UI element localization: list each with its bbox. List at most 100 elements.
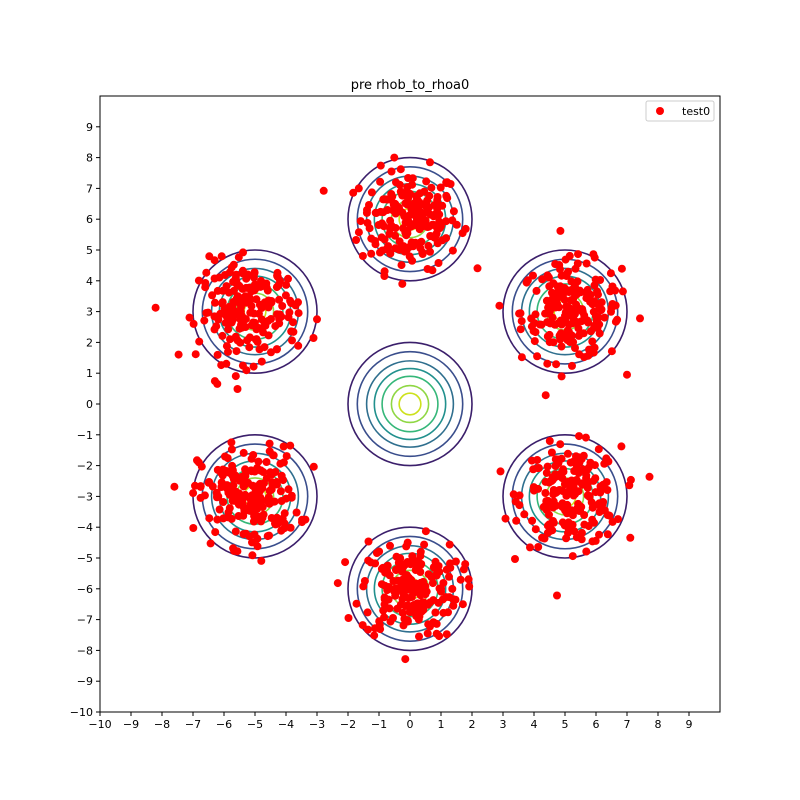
scatter-point <box>527 322 536 331</box>
scatter-point <box>372 209 381 217</box>
scatter-point <box>564 267 573 276</box>
scatter-point <box>589 348 598 357</box>
scatter-point <box>239 248 247 257</box>
scatter-point <box>580 511 589 519</box>
y-tick-label: 4 <box>86 275 93 288</box>
scatter-point <box>208 482 217 491</box>
scatter-point <box>185 313 194 322</box>
scatter-point <box>242 366 251 375</box>
scatter-point <box>225 504 234 513</box>
scatter-point <box>263 532 272 541</box>
scatter-point <box>403 616 412 625</box>
scatter-point <box>562 534 571 543</box>
scatter-point <box>410 588 419 597</box>
y-tick-label: −6 <box>77 583 93 596</box>
x-tick-label: 3 <box>500 718 507 731</box>
scatter-point <box>276 459 285 468</box>
scatter-point <box>229 286 238 295</box>
scatter-point <box>625 481 634 490</box>
scatter-point <box>556 335 565 344</box>
scatter-point <box>394 558 403 567</box>
scatter-point <box>284 313 293 322</box>
x-tick-label: 8 <box>655 718 662 731</box>
scatter-point <box>210 256 219 265</box>
scatter-point <box>517 317 526 326</box>
scatter-point <box>590 253 599 262</box>
scatter-point <box>461 224 470 233</box>
scatter-point <box>260 298 269 307</box>
scatter-point <box>379 222 388 231</box>
scatter-point <box>582 259 591 268</box>
scatter-point <box>394 564 403 573</box>
scatter-point <box>617 264 626 273</box>
y-tick-label: 3 <box>86 306 93 319</box>
scatter-point <box>239 503 248 512</box>
y-tick-label: −10 <box>70 706 93 719</box>
scatter-point <box>451 557 460 566</box>
contour-ring-4-1 <box>356 535 464 642</box>
scatter-point <box>235 489 244 498</box>
scatter-point <box>381 195 390 204</box>
scatter-point <box>309 462 318 471</box>
scatter-point <box>423 629 432 638</box>
scatter-point <box>570 288 578 297</box>
scatter-point <box>420 187 429 196</box>
y-tick-label: 9 <box>86 121 93 134</box>
scatter-point <box>379 606 388 615</box>
scatter-point <box>294 341 303 350</box>
scatter-point <box>442 630 451 639</box>
scatter-point <box>218 331 227 340</box>
scatter-point <box>272 283 281 292</box>
scatter-point <box>512 516 521 525</box>
y-tick-label: 6 <box>86 213 93 226</box>
legend-marker <box>656 107 664 115</box>
y-tick-label: 7 <box>86 182 93 195</box>
contour-ring-0-5 <box>390 384 430 424</box>
scatter-point <box>595 302 604 311</box>
scatter-point <box>367 188 376 197</box>
scatter-point <box>212 322 221 331</box>
scatter-point <box>434 259 443 267</box>
scatter-point <box>600 459 609 468</box>
scatter-point <box>370 631 379 640</box>
scatter-point <box>548 301 557 310</box>
scatter-point <box>568 487 577 495</box>
scatter-point <box>541 391 550 400</box>
scatter-point <box>436 183 445 192</box>
scatter-point <box>568 552 577 561</box>
scatter-point <box>228 316 237 324</box>
scatter-point <box>251 498 259 507</box>
scatter-point <box>408 552 417 561</box>
y-tick-label: −1 <box>77 429 93 442</box>
scatter-point <box>313 315 321 324</box>
scatter-point <box>229 260 238 269</box>
scatter-point <box>213 379 222 388</box>
scatter-point <box>424 620 433 629</box>
scatter-point <box>534 543 543 551</box>
scatter-point <box>607 347 616 356</box>
scatter-point <box>461 560 470 569</box>
scatter-point <box>410 607 419 616</box>
scatter-point <box>249 273 258 282</box>
scatter-point <box>569 479 578 488</box>
scatter-point <box>427 183 436 192</box>
scatter-point <box>528 516 537 525</box>
scatter-point <box>566 296 575 305</box>
scatter-point <box>217 361 226 370</box>
scatter-point <box>218 471 227 480</box>
scatter-point <box>276 487 285 496</box>
scatter-point <box>231 273 240 282</box>
scatter-point <box>398 595 407 603</box>
scatter-point <box>451 595 460 604</box>
scatter-point <box>545 282 554 291</box>
scatter-point <box>422 177 431 186</box>
scatter-point <box>614 515 622 524</box>
scatter-point <box>235 308 244 316</box>
scatter-point <box>563 304 572 313</box>
scatter-point <box>408 180 417 189</box>
x-tick-label: 0 <box>407 718 414 731</box>
scatter-point <box>252 505 261 514</box>
scatter-point <box>636 314 644 323</box>
scatter-point <box>245 343 254 352</box>
scatter-point <box>354 184 363 193</box>
